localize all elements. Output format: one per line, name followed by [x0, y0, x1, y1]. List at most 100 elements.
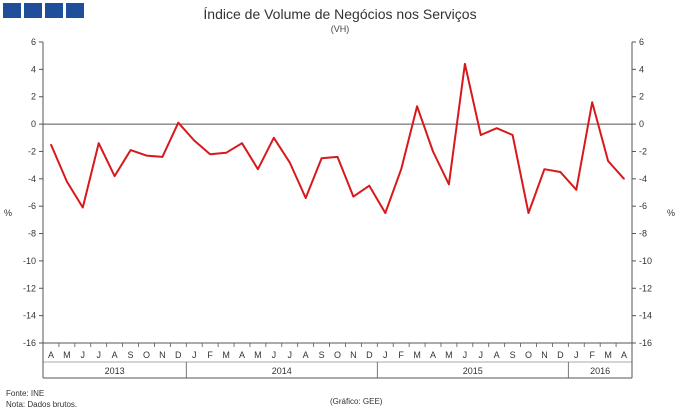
year-label: 2015 [463, 366, 483, 376]
source-text: Fonte: INE [6, 389, 45, 398]
month-tick-label: A [430, 350, 436, 360]
data-point [559, 171, 562, 173]
chart-subtitle: (VH) [330, 24, 350, 34]
month-tick-label: J [574, 350, 579, 360]
month-tick-label: J [272, 350, 277, 360]
data-point [193, 139, 196, 142]
data-point [511, 134, 514, 136]
logo-block [24, 3, 42, 18]
note-text: Nota: Dados brutos. [6, 400, 78, 409]
data-point [145, 154, 148, 157]
month-tick-label: F [589, 350, 595, 360]
data-point [320, 157, 323, 160]
y-tick-label-right: -14 [639, 311, 652, 321]
y-tick-label-right: -12 [639, 283, 652, 293]
data-point [209, 153, 211, 155]
month-tick-label: M [254, 350, 262, 360]
credit-text: (Gráfico: GEE) [330, 397, 383, 406]
data-point [304, 197, 307, 199]
data-point [543, 168, 546, 171]
data-point [336, 156, 339, 158]
brand-logo-blocks [3, 3, 84, 18]
data-point [623, 178, 625, 180]
data-point [495, 127, 498, 129]
data-point [273, 136, 275, 139]
logo-block [3, 3, 21, 18]
y-tick-label-right: 2 [639, 92, 644, 102]
y-tick-label-left: 4 [31, 64, 36, 74]
data-point [257, 168, 259, 171]
y-tick-label-left: -12 [23, 283, 36, 293]
month-tick-label: O [525, 350, 532, 360]
y-tick-label-right: 4 [639, 64, 644, 74]
month-tick-label: J [81, 350, 86, 360]
data-point [575, 188, 578, 191]
month-tick-label: D [366, 350, 373, 360]
data-point [400, 168, 402, 171]
month-tick-label: D [175, 350, 182, 360]
y-tick-label-right: -16 [639, 338, 652, 348]
month-tick-label: A [239, 350, 245, 360]
month-tick-label: M [445, 350, 453, 360]
data-point [288, 161, 291, 164]
data-point [66, 180, 68, 183]
y-tick-label-right: -6 [639, 201, 647, 211]
data-point [241, 142, 243, 145]
month-tick-label: F [398, 350, 404, 360]
y-tick-label-left: -2 [28, 146, 36, 156]
month-tick-label: J [287, 350, 292, 360]
month-tick-label: A [621, 350, 627, 360]
month-tick-label: A [494, 350, 500, 360]
y-tick-label-left: -10 [23, 256, 36, 266]
month-tick-label: F [207, 350, 213, 360]
month-tick-label: N [541, 350, 548, 360]
y-tick-label-left: -6 [28, 201, 36, 211]
month-tick-label: J [383, 350, 388, 360]
month-tick-label: O [143, 350, 150, 360]
month-tick-label: N [159, 350, 166, 360]
data-point [352, 195, 355, 198]
data-point [368, 184, 371, 187]
month-tick-label: J [479, 350, 484, 360]
month-tick-label: A [303, 350, 309, 360]
month-tick-label: J [192, 350, 197, 360]
series-line-vh [50, 62, 625, 214]
data-point [527, 212, 530, 214]
y-tick-label-right: 0 [639, 119, 644, 129]
month-tick-label: A [112, 350, 118, 360]
data-point [50, 143, 52, 146]
y-axis-label-right: % [667, 208, 675, 218]
data-point [448, 183, 450, 186]
data-point [384, 212, 387, 214]
month-tick-label: O [334, 350, 341, 360]
y-tick-label-left: -4 [28, 174, 36, 184]
data-point [225, 152, 227, 154]
data-point [161, 156, 164, 158]
chart-title: Índice de Volume de Negócios nos Serviço… [203, 6, 477, 22]
data-point [81, 206, 84, 209]
logo-block [45, 3, 63, 18]
data-point [479, 134, 482, 136]
y-tick-label-left: -16 [23, 338, 36, 348]
data-point [97, 142, 100, 145]
y-tick-label-left: 6 [31, 37, 36, 47]
month-tick-label: J [463, 350, 468, 360]
year-label: 2013 [105, 366, 125, 376]
y-tick-label-left: 0 [31, 119, 36, 129]
month-tick-label: J [96, 350, 101, 360]
month-tick-label: D [557, 350, 564, 360]
month-tick-label: N [350, 350, 357, 360]
month-tick-label: M [222, 350, 230, 360]
year-label: 2014 [272, 366, 292, 376]
y-axis-label-left: % [4, 208, 12, 218]
y-tick-label-right: -10 [639, 256, 652, 266]
month-tick-label: M [604, 350, 612, 360]
month-tick-label: S [510, 350, 516, 360]
month-tick-label: S [319, 350, 325, 360]
y-tick-label-right: -4 [639, 174, 647, 184]
data-point [432, 150, 434, 153]
logo-block [66, 3, 84, 18]
data-point [177, 121, 180, 124]
y-tick-label-right: -2 [639, 146, 647, 156]
